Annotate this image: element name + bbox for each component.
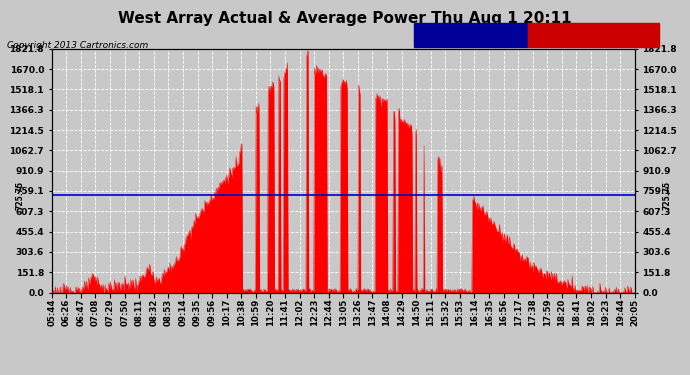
- Text: Average  (DC Watts): Average (DC Watts): [420, 30, 522, 39]
- Text: Copyright 2013 Cartronics.com: Copyright 2013 Cartronics.com: [7, 41, 148, 50]
- Text: 725.75: 725.75: [662, 181, 671, 210]
- Text: 725.75: 725.75: [15, 181, 24, 210]
- Text: West Array  (DC Watts): West Array (DC Watts): [535, 30, 652, 39]
- Text: West Array Actual & Average Power Thu Aug 1 20:11: West Array Actual & Average Power Thu Au…: [118, 11, 572, 26]
